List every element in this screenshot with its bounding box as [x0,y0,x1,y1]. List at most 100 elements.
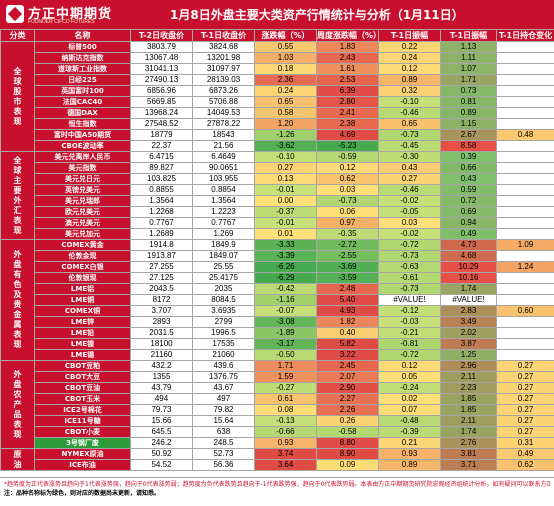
table-row: CBOT大豆 1355 1376.75 1.59 2.07 0.05 2.11 0.27 [1,371,554,383]
t1-position-change-cell [496,41,554,53]
asset-name: 澳元兑美元 [34,217,131,229]
t1-close-cell: 439.6 [192,360,255,372]
t2-close-cell: 0.8855 [130,184,193,196]
brand-logo: 方正中期期货 FOUNDER CIFCO FUTURES [6,3,126,26]
t2-close-cell: 0.7767 [130,217,193,229]
t1-trend-cell: -0.39 [378,426,441,438]
t1-trend-cell: -0.72 [378,349,441,361]
t1-close-cell: 15.64 [192,415,255,427]
table-row: 英镑兑美元 0.8855 0.8854 -0.01 0.03 -0.46 0.59 [1,184,554,196]
t1-position-change-cell [496,272,554,284]
table-row: LME铝 2043.5 2035 -0.42 2.48 -0.73 1.74 [1,283,554,295]
column-header: T-1日持仓变化 [496,29,554,42]
daily-change-cell: 1.03 [254,52,317,64]
t1-close-cell: 2799 [192,316,255,328]
t1-trend-cell: 0.27 [378,173,441,185]
t1-position-change-cell [496,217,554,229]
weekly-change-cell: 4.93 [316,305,379,317]
t2-close-cell: 43.79 [130,382,193,394]
t1-position-change-cell: 0.27 [496,371,554,383]
asset-name: 伦敦银现 [34,272,131,284]
t1-amplitude-cell: 2.11 [440,415,497,427]
daily-change-cell: -0.50 [254,349,317,361]
t1-amplitude-cell: 1.25 [440,349,497,361]
t2-close-cell: 1.3564 [130,195,193,207]
t1-amplitude-cell: 2.76 [440,437,497,449]
table-row: CBOT豆油 43.79 43.67 -0.27 2.90 -0.24 2.23 0.27 [1,382,554,394]
column-header: T-2日收盘价 [130,29,193,42]
brand-name-en: FOUNDER CIFCO FUTURES [28,19,95,25]
category-label: 全球股市表现 [0,41,35,152]
asset-name: 伦敦金现 [34,250,131,262]
asset-name: 美元兑瑞郎 [34,195,131,207]
t1-trend-cell: #VALUE! [378,294,441,306]
t1-close-cell: 1996.5 [192,327,255,339]
asset-name: 标普500 [34,41,131,53]
t1-close-cell: 1.269 [192,228,255,240]
daily-change-cell: 2.36 [254,74,317,86]
weekly-change-cell: 2.07 [316,371,379,383]
asset-name: 美元兑日元 [34,173,131,185]
t1-trend-cell: 0.02 [378,393,441,405]
table-row: 富时中国A50期货 18779 18543 -1.26 4.69 -0.73 2.67 0.4… [1,129,554,141]
table-row: 德国DAX 13968.24 14049.53 0.58 2.41 -0.46 0.89 [1,107,554,119]
t1-trend-cell: -0.12 [378,305,441,317]
t1-close-cell: 3824.68 [192,41,255,53]
t2-close-cell: 54.52 [130,459,193,471]
table-row: 道琼斯工业指数 31041.13 31097.97 0.18 1.61 0.12 1.07 [1,63,554,75]
t1-amplitude-cell: 1.85 [440,404,497,416]
t1-close-cell: 0.7767 [192,217,255,229]
category-label: 全球主要外汇表现 [0,151,35,240]
t1-trend-cell: -0.10 [378,96,441,108]
t2-close-cell: 31041.13 [130,63,193,75]
weekly-change-cell: 0.40 [316,327,379,339]
weekly-change-cell: 0.06 [316,206,379,218]
t1-close-cell: 18543 [192,129,255,141]
table-row: CBOE波动率 22.37 21.56 -3.62 -5.23 -0.45 8.58 [1,140,554,152]
t2-close-cell: 1914.8 [130,239,193,251]
t1-close-cell: 6.4649 [192,151,255,163]
table-row: 美元兑加元 1.2689 1.269 0.01 -0.35 -0.02 0.49 [1,228,554,240]
t1-amplitude-cell: 3.81 [440,448,497,460]
weekly-change-cell: 2.38 [316,118,379,130]
table-row: 欧元兑美元 1.2268 1.2223 -0.37 0.06 -0.05 0.69 [1,206,554,218]
t1-amplitude-cell: 4.73 [440,239,497,251]
t1-position-change-cell [496,85,554,97]
t2-close-cell: 27.125 [130,272,193,284]
t1-close-cell: 3.6935 [192,305,255,317]
t1-close-cell: 14049.53 [192,107,255,119]
t1-close-cell: 56.36 [192,459,255,471]
weekly-change-cell: -5.23 [316,140,379,152]
table-row: 伦敦银现 27.125 25.4175 -6.29 -3.59 -0.61 10.16 [1,272,554,284]
daily-change-cell: 3.74 [254,448,317,460]
table-row: 原油 NYMEX原油 50.92 52.73 3.74 8.90 0.93 3.81 0.49 [0,448,554,471]
t1-trend-cell: 0.07 [378,404,441,416]
daily-change-cell: -0.42 [254,283,317,295]
t1-trend-cell: -0.02 [378,228,441,240]
weekly-change-cell: 2.80 [316,96,379,108]
asset-name: LME铝 [34,283,131,295]
table-row: CBOT小麦 645.5 638 -0.66 -0.58 -0.39 1.74 0.27 [1,426,554,438]
t1-position-change-cell [496,294,554,306]
weekly-change-cell: 0.26 [316,415,379,427]
weekly-change-cell: 8.90 [316,448,379,460]
t1-position-change-cell: 0.60 [496,305,554,317]
weekly-change-cell: 2.41 [316,107,379,119]
asset-name: NYMEX原油 [34,448,131,460]
table-row: 3号钢厂废 246.2 248.5 0.93 8.80 0.21 2.76 0.31 [1,437,554,449]
t2-close-cell: 8172 [130,294,193,306]
daily-change-cell: 1.71 [254,360,317,372]
t1-close-cell: 27878.22 [192,118,255,130]
table-row: 美元兑瑞郎 1.3564 1.3564 0.00 -0.73 -0.02 0.72 [1,195,554,207]
t1-trend-cell: 0.24 [378,52,441,64]
daily-change-cell: 0.65 [254,96,317,108]
table-row: COMEX白银 27.255 25.55 -6.26 -3.69 -0.63 10.29 1.… [1,261,554,273]
t2-close-cell: 27490.13 [130,74,193,86]
t1-amplitude-cell: 0.72 [440,195,497,207]
table-row: ICE布油 54.52 56.36 3.64 0.09 0.89 3.71 0.62 [1,459,554,471]
asset-name: ICE布油 [34,459,131,471]
daily-change-cell: 0.13 [254,173,317,185]
t1-amplitude-cell: 1.74 [440,283,497,295]
t2-close-cell: 18100 [130,338,193,350]
t2-close-cell: 79.73 [130,404,193,416]
